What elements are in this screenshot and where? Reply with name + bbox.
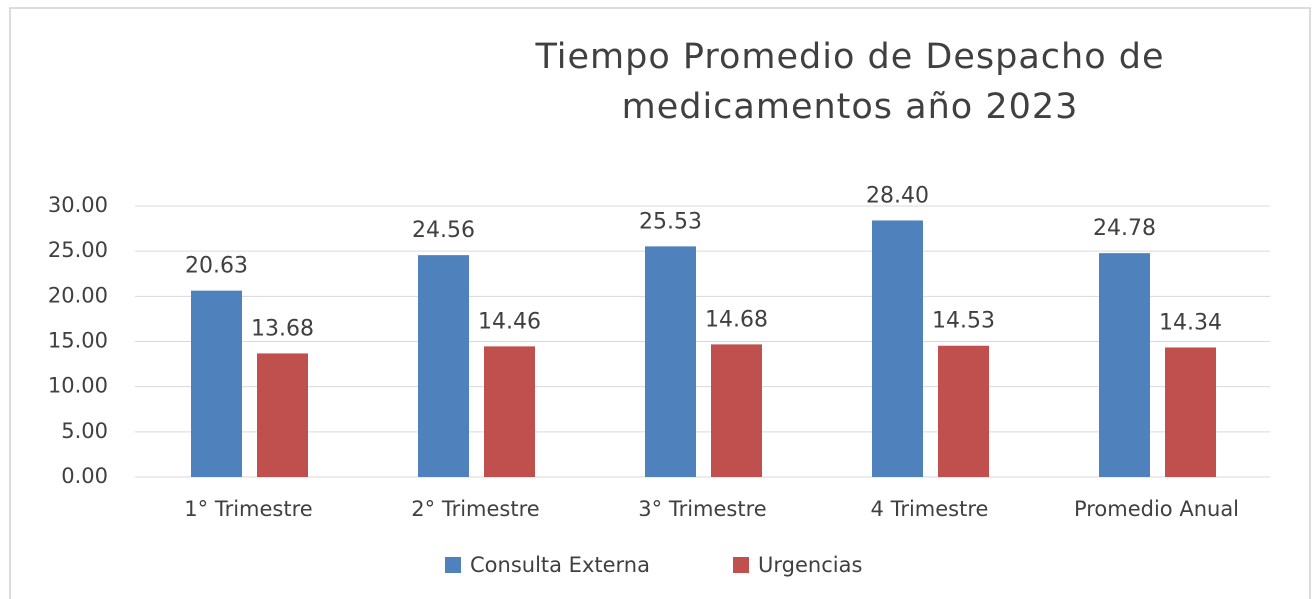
- data-label: 14.68: [705, 307, 768, 332]
- bar: [711, 344, 762, 477]
- data-label: 25.53: [639, 209, 702, 234]
- legend-swatch: [445, 557, 461, 573]
- legend-label: Urgencias: [758, 553, 862, 577]
- data-label: 24.56: [412, 218, 475, 243]
- y-tick-label: 5.00: [61, 419, 108, 443]
- legend-swatch: [733, 557, 749, 573]
- bar: [1099, 253, 1150, 477]
- data-label: 28.40: [866, 183, 929, 208]
- bar: [645, 246, 696, 477]
- x-tick-label: 3° Trimestre: [638, 497, 766, 521]
- x-tick-label: 4 Trimestre: [871, 497, 989, 521]
- bar: [1165, 347, 1216, 477]
- data-label: 14.34: [1159, 310, 1222, 335]
- bar: [257, 353, 308, 477]
- x-tick-label: Promedio Anual: [1074, 497, 1239, 521]
- bar: [484, 346, 535, 477]
- bar: [872, 220, 923, 477]
- bar: [191, 290, 242, 477]
- legend-label: Consulta Externa: [470, 553, 650, 577]
- x-tick-label: 2° Trimestre: [411, 497, 539, 521]
- data-label: 24.78: [1093, 216, 1156, 241]
- data-label: 14.46: [478, 309, 541, 334]
- x-tick-label: 1° Trimestre: [184, 497, 312, 521]
- chart-title: Tiempo Promedio de Despacho de medicamen…: [535, 37, 1165, 127]
- y-tick-label: 15.00: [48, 329, 108, 353]
- data-label: 14.53: [932, 309, 995, 334]
- data-label: 20.63: [185, 254, 248, 279]
- data-label: 13.68: [251, 316, 314, 341]
- y-tick-label: 25.00: [48, 238, 108, 262]
- y-tick-label: 10.00: [48, 374, 108, 398]
- y-tick-label: 30.00: [48, 193, 108, 217]
- chart-border: [9, 7, 1311, 599]
- y-tick-label: 0.00: [61, 464, 108, 488]
- bar: [938, 345, 989, 477]
- bar: [418, 255, 469, 477]
- y-tick-label: 20.00: [48, 283, 108, 307]
